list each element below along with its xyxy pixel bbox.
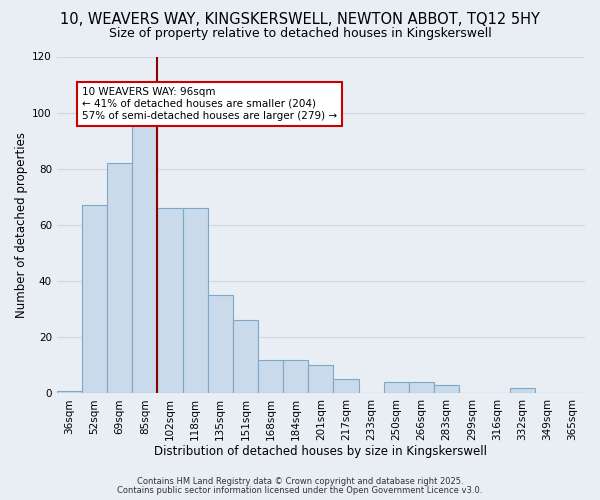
Bar	[308, 366, 334, 394]
Bar	[283, 360, 308, 394]
Bar	[233, 320, 258, 394]
Bar	[409, 382, 434, 394]
Text: Contains HM Land Registry data © Crown copyright and database right 2025.: Contains HM Land Registry data © Crown c…	[137, 477, 463, 486]
Bar	[258, 360, 283, 394]
Text: 10, WEAVERS WAY, KINGSKERSWELL, NEWTON ABBOT, TQ12 5HY: 10, WEAVERS WAY, KINGSKERSWELL, NEWTON A…	[60, 12, 540, 28]
Text: 10 WEAVERS WAY: 96sqm
← 41% of detached houses are smaller (204)
57% of semi-det: 10 WEAVERS WAY: 96sqm ← 41% of detached …	[82, 88, 337, 120]
Bar	[509, 388, 535, 394]
Bar	[157, 208, 182, 394]
Bar	[57, 390, 82, 394]
Bar	[334, 380, 359, 394]
Bar	[384, 382, 409, 394]
X-axis label: Distribution of detached houses by size in Kingskerswell: Distribution of detached houses by size …	[154, 444, 487, 458]
Text: Contains public sector information licensed under the Open Government Licence v3: Contains public sector information licen…	[118, 486, 482, 495]
Bar	[208, 295, 233, 394]
Bar	[132, 124, 157, 394]
Bar	[107, 163, 132, 394]
Bar	[434, 385, 459, 394]
Bar	[182, 208, 208, 394]
Text: Size of property relative to detached houses in Kingskerswell: Size of property relative to detached ho…	[109, 28, 491, 40]
Y-axis label: Number of detached properties: Number of detached properties	[15, 132, 28, 318]
Bar	[82, 206, 107, 394]
